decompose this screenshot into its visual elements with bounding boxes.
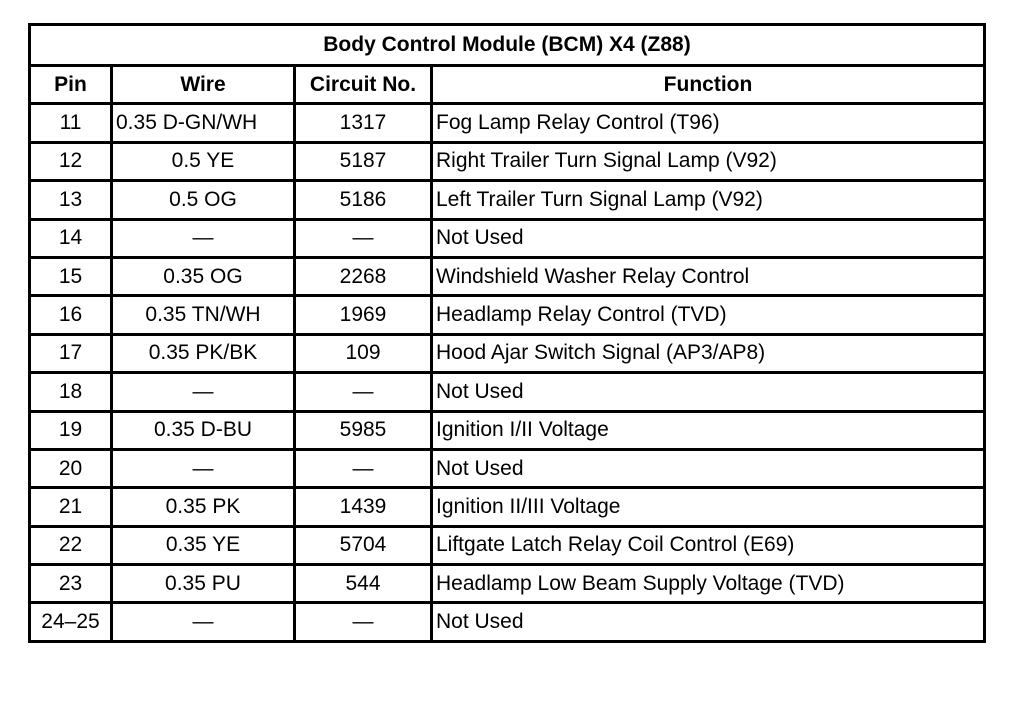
pin-cell: 16 xyxy=(28,294,113,336)
wire-cell: 0.35 YE xyxy=(110,524,296,567)
circuit-cell: 1969 xyxy=(293,294,433,336)
wire-cell: 0.5 OG xyxy=(110,179,296,221)
pin-cell: 19 xyxy=(28,409,113,451)
pin-cell: 13 xyxy=(28,179,113,221)
pin-cell: 18 xyxy=(28,371,113,413)
pin-cell: 23 xyxy=(28,563,113,605)
circuit-cell: 109 xyxy=(293,332,433,375)
header-wire: Wire xyxy=(110,63,296,106)
pin-cell: 14 xyxy=(28,217,113,259)
circuit-cell: 2268 xyxy=(293,255,433,298)
table-row: 15 0.35 OG 2268 Windshield Washer Relay Con… xyxy=(28,255,986,298)
pin-cell: 24–25 xyxy=(28,601,113,643)
table-row: 12 0.5 YE 5187 Right Trailer Turn Signal La… xyxy=(28,140,986,183)
wire-cell: 0.35 D-BU xyxy=(110,409,296,451)
table-row: 16 0.35 TN/WH 1969 Headlamp Relay Control (… xyxy=(28,294,986,336)
function-cell: Not Used xyxy=(430,217,986,259)
wire-cell: 0.35 D-GN/WH xyxy=(110,102,296,144)
header-pin: Pin xyxy=(28,63,113,106)
pin-cell: 22 xyxy=(28,524,113,567)
table-row: 20— — Not Used xyxy=(28,447,986,490)
function-cell: Windshield Washer Relay Control xyxy=(430,255,986,298)
wire-cell: 0.35 OG xyxy=(110,255,296,298)
table-title-row: Body Control Module (BCM) X4 (Z88) xyxy=(28,23,986,67)
pin-cell: 17 xyxy=(28,332,113,375)
header-function: Function xyxy=(430,63,986,106)
function-cell: Right Trailer Turn Signal Lamp (V92) xyxy=(430,140,986,183)
circuit-cell: 5704 xyxy=(293,524,433,567)
function-cell: Ignition II/III Voltage xyxy=(430,486,986,528)
table-row: 14— — Not Used xyxy=(28,217,986,259)
circuit-cell: 5985 xyxy=(293,409,433,451)
circuit-cell: 1439 xyxy=(293,486,433,528)
table-title: Body Control Module (BCM) X4 (Z88) xyxy=(28,23,986,67)
pinout-table: Body Control Module (BCM) X4 (Z88) Pin W… xyxy=(28,23,986,643)
function-cell: Headlamp Low Beam Supply Voltage (TVD) xyxy=(430,563,986,605)
table-row: 11 0.35 D-GN/WH 1317 Fog Lamp Relay Control… xyxy=(28,102,986,144)
function-cell: Ignition I/II Voltage xyxy=(430,409,986,451)
wire-cell: — xyxy=(110,447,296,490)
function-cell: Hood Ajar Switch Signal (AP3/AP8) xyxy=(430,332,986,375)
wire-cell: — xyxy=(110,601,296,643)
table-row: 24–25— — Not Used xyxy=(28,601,986,643)
circuit-cell: 544 xyxy=(293,563,433,605)
circuit-cell: — xyxy=(293,217,433,259)
header-circuit: Circuit No. xyxy=(293,63,433,106)
table-row: 22 0.35 YE 5704 Liftgate Latch Relay Coil C… xyxy=(28,524,986,567)
wire-cell: 0.5 YE xyxy=(110,140,296,183)
pin-cell: 11 xyxy=(28,102,113,144)
circuit-cell: — xyxy=(293,601,433,643)
pin-cell: 12 xyxy=(28,140,113,183)
circuit-cell: 1317 xyxy=(293,102,433,144)
function-cell: Not Used xyxy=(430,447,986,490)
pin-cell: 21 xyxy=(28,486,113,528)
circuit-cell: 5187 xyxy=(293,140,433,183)
circuit-cell: — xyxy=(293,447,433,490)
header-row: Pin Wire Circuit No. Function xyxy=(28,63,986,106)
function-cell: Left Trailer Turn Signal Lamp (V92) xyxy=(430,179,986,221)
pin-cell: 20 xyxy=(28,447,113,490)
function-cell: Liftgate Latch Relay Coil Control (E69) xyxy=(430,524,986,567)
wire-cell: 0.35 PK xyxy=(110,486,296,528)
table-row: 17 0.35 PK/BK 109 Hood Ajar Switch Signal (… xyxy=(28,332,986,375)
wire-cell: — xyxy=(110,217,296,259)
function-cell: Not Used xyxy=(430,371,986,413)
table-row: 13 0.5 OG 5186 Left Trailer Turn Signal Lam… xyxy=(28,179,986,221)
table-row: 19 0.35 D-BU 5985 Ignition I/II Voltage xyxy=(28,409,986,451)
pin-cell: 15 xyxy=(28,255,113,298)
wire-cell: 0.35 PU xyxy=(110,563,296,605)
wire-cell: 0.35 PK/BK xyxy=(110,332,296,375)
circuit-cell: 5186 xyxy=(293,179,433,221)
function-cell: Headlamp Relay Control (TVD) xyxy=(430,294,986,336)
circuit-cell: — xyxy=(293,371,433,413)
wire-cell: 0.35 TN/WH xyxy=(110,294,296,336)
table-row: 18— — Not Used xyxy=(28,371,986,413)
table-row: 21 0.35 PK 1439 Ignition II/III Voltage xyxy=(28,486,986,528)
wire-cell: — xyxy=(110,371,296,413)
table-row: 23 0.35 PU 544 Headlamp Low Beam Supply Vol… xyxy=(28,563,986,605)
function-cell: Fog Lamp Relay Control (T96) xyxy=(430,102,986,144)
function-cell: Not Used xyxy=(430,601,986,643)
